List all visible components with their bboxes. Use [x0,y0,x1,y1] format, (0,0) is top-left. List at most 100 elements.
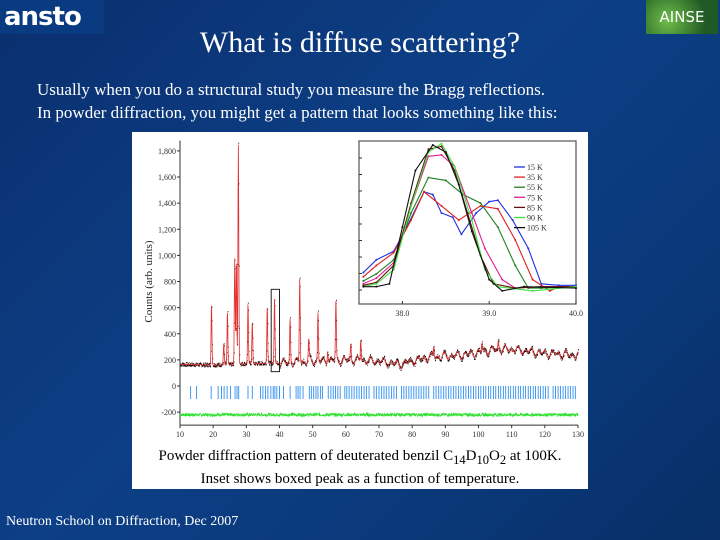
inset-data-point [475,212,478,214]
x-tick-label: 130 [572,430,584,439]
inset-data-point [488,278,491,281]
legend-label: 55 K [527,183,543,192]
y-tick-label: 1,600 [158,173,176,182]
inset-data-point [501,278,504,281]
inset-data-point [362,285,365,288]
inset-data-point [527,247,530,250]
ainse-logo: AINSE [646,0,718,34]
inset-data-point [410,204,413,207]
y-tick-label: 0 [172,382,176,391]
x-tick-label: 40 [276,430,284,439]
y-tick-label: 600 [164,304,176,313]
inset-data-point [431,144,434,146]
caption-sub: 2 [499,453,507,467]
inset-data-point [457,219,460,222]
difference-curve [179,411,579,418]
x-tick-label: 60 [342,430,350,439]
x-tick-label: 120 [539,430,551,439]
inset-x-tick-label: 38.0 [395,309,409,318]
inset-data-point [440,145,443,148]
inset-data-point [375,258,378,261]
inset-data-point [375,272,378,275]
y-axis-label: Counts (arb. units) [143,240,155,323]
inset-x-tick-label: 40.0 [569,309,583,318]
inset-data-point [427,155,430,158]
y-tick-label: 400 [164,330,176,339]
y-tick-label: 200 [164,356,176,365]
y-tick-label: 1,400 [158,199,176,208]
inset-data-point [496,199,499,202]
inset-data-point [362,284,365,287]
inset-data-point [483,247,486,250]
calculated-profile-line [180,144,579,369]
boxed-peak-marker [270,288,280,373]
y-tick-label: -200 [161,408,176,417]
x-tick-label: 110 [506,430,518,439]
caption-text: O [488,448,500,464]
inset-data-point [375,264,378,267]
diffraction-chart: -200 0 200 400 600 800 1,000 1,200 1,400 1,600 1,8… [143,140,584,439]
inset-data-point [444,151,447,154]
inset-data-point [440,204,443,207]
inset-data-point [401,226,404,229]
inset-data-point [392,251,395,254]
inset-data-point [531,289,534,292]
inset-data-point [362,282,365,285]
ansto-logo: ansto [0,0,104,34]
inset-data-point [431,193,434,196]
inset-data-point [511,219,514,222]
inset-frame [358,140,577,305]
inset-series-line [363,142,577,292]
inset-data-point [457,183,460,186]
x-tick-label: 30 [242,430,250,439]
caption-text: at 100K. [506,448,562,464]
inset-data-point [479,202,482,205]
y-tick-label: 1,200 [158,225,176,234]
legend-label: 105 K [527,224,547,233]
slide-title: What is diffuse scattering? [199,26,521,59]
intro-line-2: In powder diffraction, you might get a p… [37,103,558,122]
inset-data-point [575,287,577,290]
x-tick-label: 100 [473,430,485,439]
slide-footer: Neutron School on Diffraction, Dec 2007 [6,514,239,529]
legend-label: 75 K [527,193,543,202]
inset-data-point [496,226,499,229]
inset-data-point [414,169,417,172]
x-tick-label: 50 [309,430,317,439]
inset-data-point [501,289,504,292]
inset-data-point [514,264,517,267]
inset-data-point [362,271,365,274]
inset-data-point [514,238,517,241]
caption-sub: 14 [453,453,466,467]
inset-data-point [388,282,391,285]
y-tick-label: 800 [164,278,176,287]
y-tick-label: 1,000 [158,251,176,260]
inset-data-point [522,285,525,288]
inset-data-point [410,212,413,214]
inset-data-point [362,275,365,278]
x-tick-label: 70 [375,430,383,439]
intro-line-1: Usually when you do a structural study y… [37,80,545,99]
inset-data-point [362,280,365,282]
figure-caption: Powder diffraction pattern of deuterated… [132,447,588,489]
inset-data-point [575,284,577,287]
legend-label: 85 K [527,203,543,212]
inset-data-point [479,204,482,207]
caption-text: D [465,448,477,464]
x-tick-label: 20 [209,430,217,439]
inset-data-point [410,219,413,222]
legend-label: 15 K [527,163,543,172]
inset-data-point [440,142,443,145]
y-tick-label: 1,800 [158,147,176,156]
inset-data-point [531,278,534,281]
inset-data-point [470,219,473,222]
inset-data-point [548,289,551,292]
inset-data-point [557,284,560,287]
inset-data-point [375,277,378,280]
inset-data-point [575,285,577,288]
x-tick-label: 90 [441,430,449,439]
inset-data-point [375,285,378,288]
inset-data-point [440,212,443,214]
inset-data-point [423,190,426,193]
inset-data-point [375,282,378,285]
